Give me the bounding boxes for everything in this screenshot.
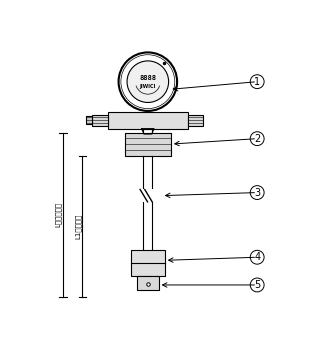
Text: JIWICI: JIWICI xyxy=(140,84,156,89)
Bar xyxy=(108,112,188,129)
Bar xyxy=(137,277,159,290)
Text: L导杆总长度: L导杆总长度 xyxy=(55,202,62,227)
Text: 1: 1 xyxy=(254,77,260,87)
Text: 3: 3 xyxy=(254,188,260,197)
Text: L1测量范围: L1测量范围 xyxy=(74,214,81,239)
Bar xyxy=(125,133,171,155)
Text: 8888: 8888 xyxy=(139,75,156,81)
Bar xyxy=(86,116,92,124)
Circle shape xyxy=(127,61,169,102)
Bar xyxy=(92,115,108,126)
Text: 5: 5 xyxy=(254,280,260,290)
Text: 2: 2 xyxy=(254,134,260,144)
Bar xyxy=(131,249,165,277)
Text: 4: 4 xyxy=(254,252,260,262)
Bar xyxy=(142,189,154,202)
Bar xyxy=(188,115,203,126)
